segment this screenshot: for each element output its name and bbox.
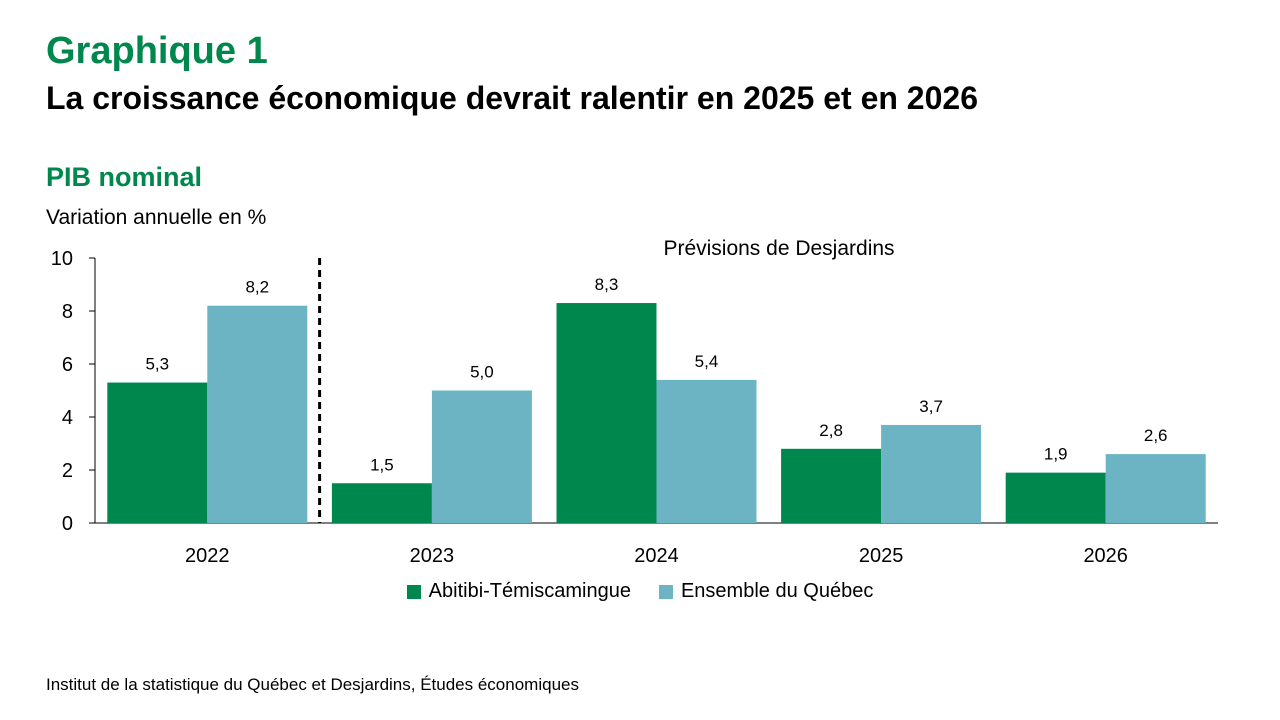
bar bbox=[781, 448, 882, 523]
y-tick-label: 8 bbox=[62, 301, 73, 323]
data-label: 2,8 bbox=[819, 421, 843, 440]
legend-item-abitibi: Abitibi-Témiscamingue bbox=[406, 580, 631, 603]
y-axis-label: Variation annuelle en % bbox=[46, 206, 267, 229]
bar bbox=[207, 305, 308, 523]
bar bbox=[431, 390, 532, 523]
y-tick-label: 6 bbox=[62, 354, 73, 376]
data-label: 1,9 bbox=[1044, 445, 1068, 464]
legend: Abitibi-Témiscamingue Ensemble du Québec bbox=[0, 580, 1280, 603]
source-note: Institut de la statistique du Québec et … bbox=[46, 675, 579, 694]
y-tick-label: 2 bbox=[62, 460, 73, 482]
y-tick-label: 4 bbox=[62, 407, 73, 429]
chart-title: Graphique 1 bbox=[46, 30, 268, 72]
forecast-annotation: Prévisions de Desjardins bbox=[663, 237, 894, 260]
x-tick-label: 2023 bbox=[410, 545, 455, 567]
legend-label-abitibi: Abitibi-Témiscamingue bbox=[428, 580, 631, 602]
x-tick-label: 2024 bbox=[634, 545, 679, 567]
data-label: 8,3 bbox=[595, 275, 619, 294]
y-tick-label: 0 bbox=[62, 513, 73, 535]
legend-item-quebec: Ensemble du Québec bbox=[658, 580, 874, 603]
bar bbox=[1005, 472, 1106, 523]
bar bbox=[331, 483, 432, 523]
bar bbox=[656, 379, 757, 523]
legend-label-quebec: Ensemble du Québec bbox=[680, 580, 874, 602]
data-label: 8,2 bbox=[245, 278, 269, 297]
legend-swatch-abitibi bbox=[406, 584, 421, 599]
data-label: 5,4 bbox=[695, 352, 719, 371]
chart-series-title: PIB nominal bbox=[46, 162, 203, 192]
data-label: 2,6 bbox=[1144, 426, 1168, 445]
data-label: 5,3 bbox=[145, 355, 169, 374]
x-tick-label: 2022 bbox=[185, 545, 230, 567]
bar bbox=[881, 424, 982, 523]
chart-subtitle-heading: La croissance économique devrait ralenti… bbox=[46, 80, 978, 116]
data-label: 1,5 bbox=[370, 455, 394, 474]
data-label: 5,0 bbox=[470, 363, 494, 382]
bar bbox=[1105, 454, 1206, 523]
legend-swatch-quebec bbox=[658, 584, 673, 599]
bar bbox=[107, 382, 208, 523]
data-label: 3,7 bbox=[919, 397, 943, 416]
y-tick-label: 10 bbox=[51, 248, 73, 270]
x-tick-label: 2026 bbox=[1083, 545, 1128, 567]
x-tick-label: 2025 bbox=[859, 545, 904, 567]
bar bbox=[556, 303, 657, 523]
